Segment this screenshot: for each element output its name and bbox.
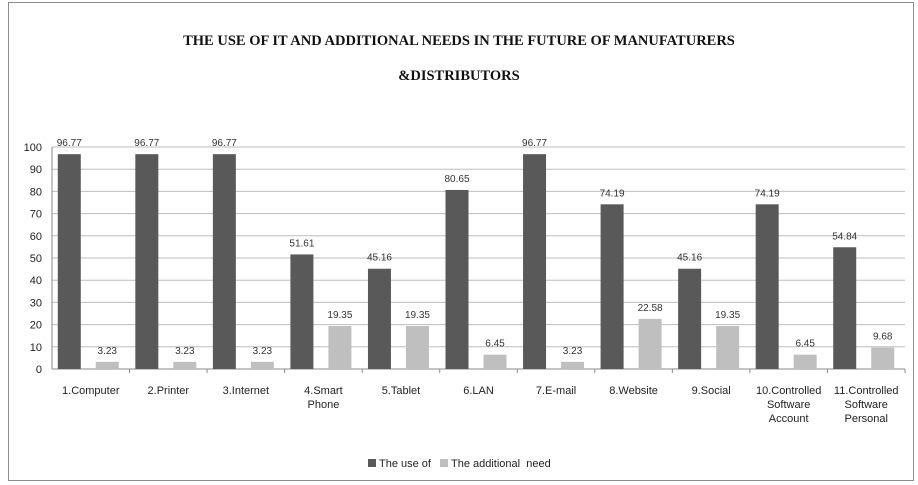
y-tick-label: 30 (30, 297, 42, 309)
y-tick-label: 40 (30, 275, 42, 287)
data-label: 19.35 (405, 310, 430, 321)
bar-the-use-of (290, 254, 314, 369)
y-tick-label: 80 (30, 186, 42, 198)
bar-additional-need (793, 354, 817, 369)
data-label: 6.45 (485, 339, 505, 350)
bar-the-use-of (755, 204, 779, 369)
data-label: 45.16 (677, 253, 702, 264)
x-category-label: 10.Controlled (756, 385, 821, 397)
x-category-label: 1.Computer (62, 385, 120, 397)
bar-the-use-of (212, 154, 236, 369)
chart-title-line: THE USE OF IT AND ADDITIONAL NEEDS IN TH… (183, 33, 735, 49)
x-category-label: Personal (845, 413, 888, 425)
x-category-label: 9.Social (692, 385, 731, 397)
data-label: 3.23 (175, 346, 195, 357)
legend-swatch-the-use-of (368, 459, 376, 467)
bar-the-use-of (678, 268, 702, 369)
x-category-label: Phone (308, 399, 340, 411)
y-tick-label: 0 (36, 364, 42, 376)
legend-label: The additional need (451, 458, 551, 470)
bar-the-use-of (445, 189, 469, 369)
data-label: 80.65 (444, 174, 469, 185)
data-label: 3.23 (563, 346, 583, 357)
bar-additional-need (483, 354, 507, 369)
y-tick-label: 90 (30, 164, 42, 176)
data-label: 22.58 (638, 303, 663, 314)
data-label: 9.68 (873, 332, 893, 343)
bar-additional-need (871, 347, 895, 369)
bar-the-use-of (833, 247, 857, 369)
bar-the-use-of (367, 268, 391, 369)
data-label: 96.77 (212, 138, 237, 149)
x-category-label: 6.LAN (463, 385, 494, 397)
bar-additional-need (638, 318, 662, 369)
x-category-label: 11.Controlled (834, 385, 899, 397)
y-tick-label: 10 (30, 342, 42, 354)
data-label: 3.23 (98, 346, 118, 357)
bar-additional-need (95, 361, 119, 369)
legend-swatch-additional-need (440, 459, 448, 467)
data-label: 54.84 (832, 231, 857, 242)
data-label: 74.19 (755, 188, 780, 199)
data-label: 96.77 (134, 138, 159, 149)
x-category-label: Software (767, 399, 810, 411)
x-category-label: 2.Printer (148, 385, 190, 397)
data-label: 6.45 (795, 339, 815, 350)
bar-additional-need (716, 326, 740, 369)
bar-the-use-of (135, 154, 159, 369)
x-category-label: Software (845, 399, 888, 411)
bar-the-use-of (600, 204, 624, 369)
bar-additional-need (173, 361, 197, 369)
y-tick-label: 20 (30, 320, 42, 332)
y-tick-label: 70 (30, 209, 42, 221)
x-category-label: 3.Internet (223, 385, 269, 397)
y-tick-label: 60 (30, 231, 42, 243)
bar-the-use-of (523, 154, 547, 369)
data-label: 51.61 (289, 238, 314, 249)
y-tick-label: 50 (30, 253, 42, 265)
bar-additional-need (328, 326, 352, 369)
data-label: 3.23 (253, 346, 273, 357)
legend-label: The use of (379, 458, 432, 470)
x-category-label: Account (769, 413, 809, 425)
bar-additional-need (405, 326, 429, 369)
x-category-label: 5.Tablet (382, 385, 421, 397)
data-label: 19.35 (327, 310, 352, 321)
chart-title-line: &DISTRIBUTORS (398, 68, 519, 84)
bar-additional-need (250, 361, 274, 369)
data-label: 96.77 (57, 138, 82, 149)
x-category-label: 8.Website (609, 385, 658, 397)
data-label: 74.19 (600, 188, 625, 199)
data-label: 45.16 (367, 253, 392, 264)
y-tick-label: 100 (24, 142, 42, 154)
bar-additional-need (561, 361, 585, 369)
data-label: 19.35 (715, 310, 740, 321)
x-category-label: 7.E-mail (536, 385, 576, 397)
bar-the-use-of (57, 154, 81, 369)
x-category-label: 4.Smart (304, 385, 343, 397)
data-label: 96.77 (522, 138, 547, 149)
